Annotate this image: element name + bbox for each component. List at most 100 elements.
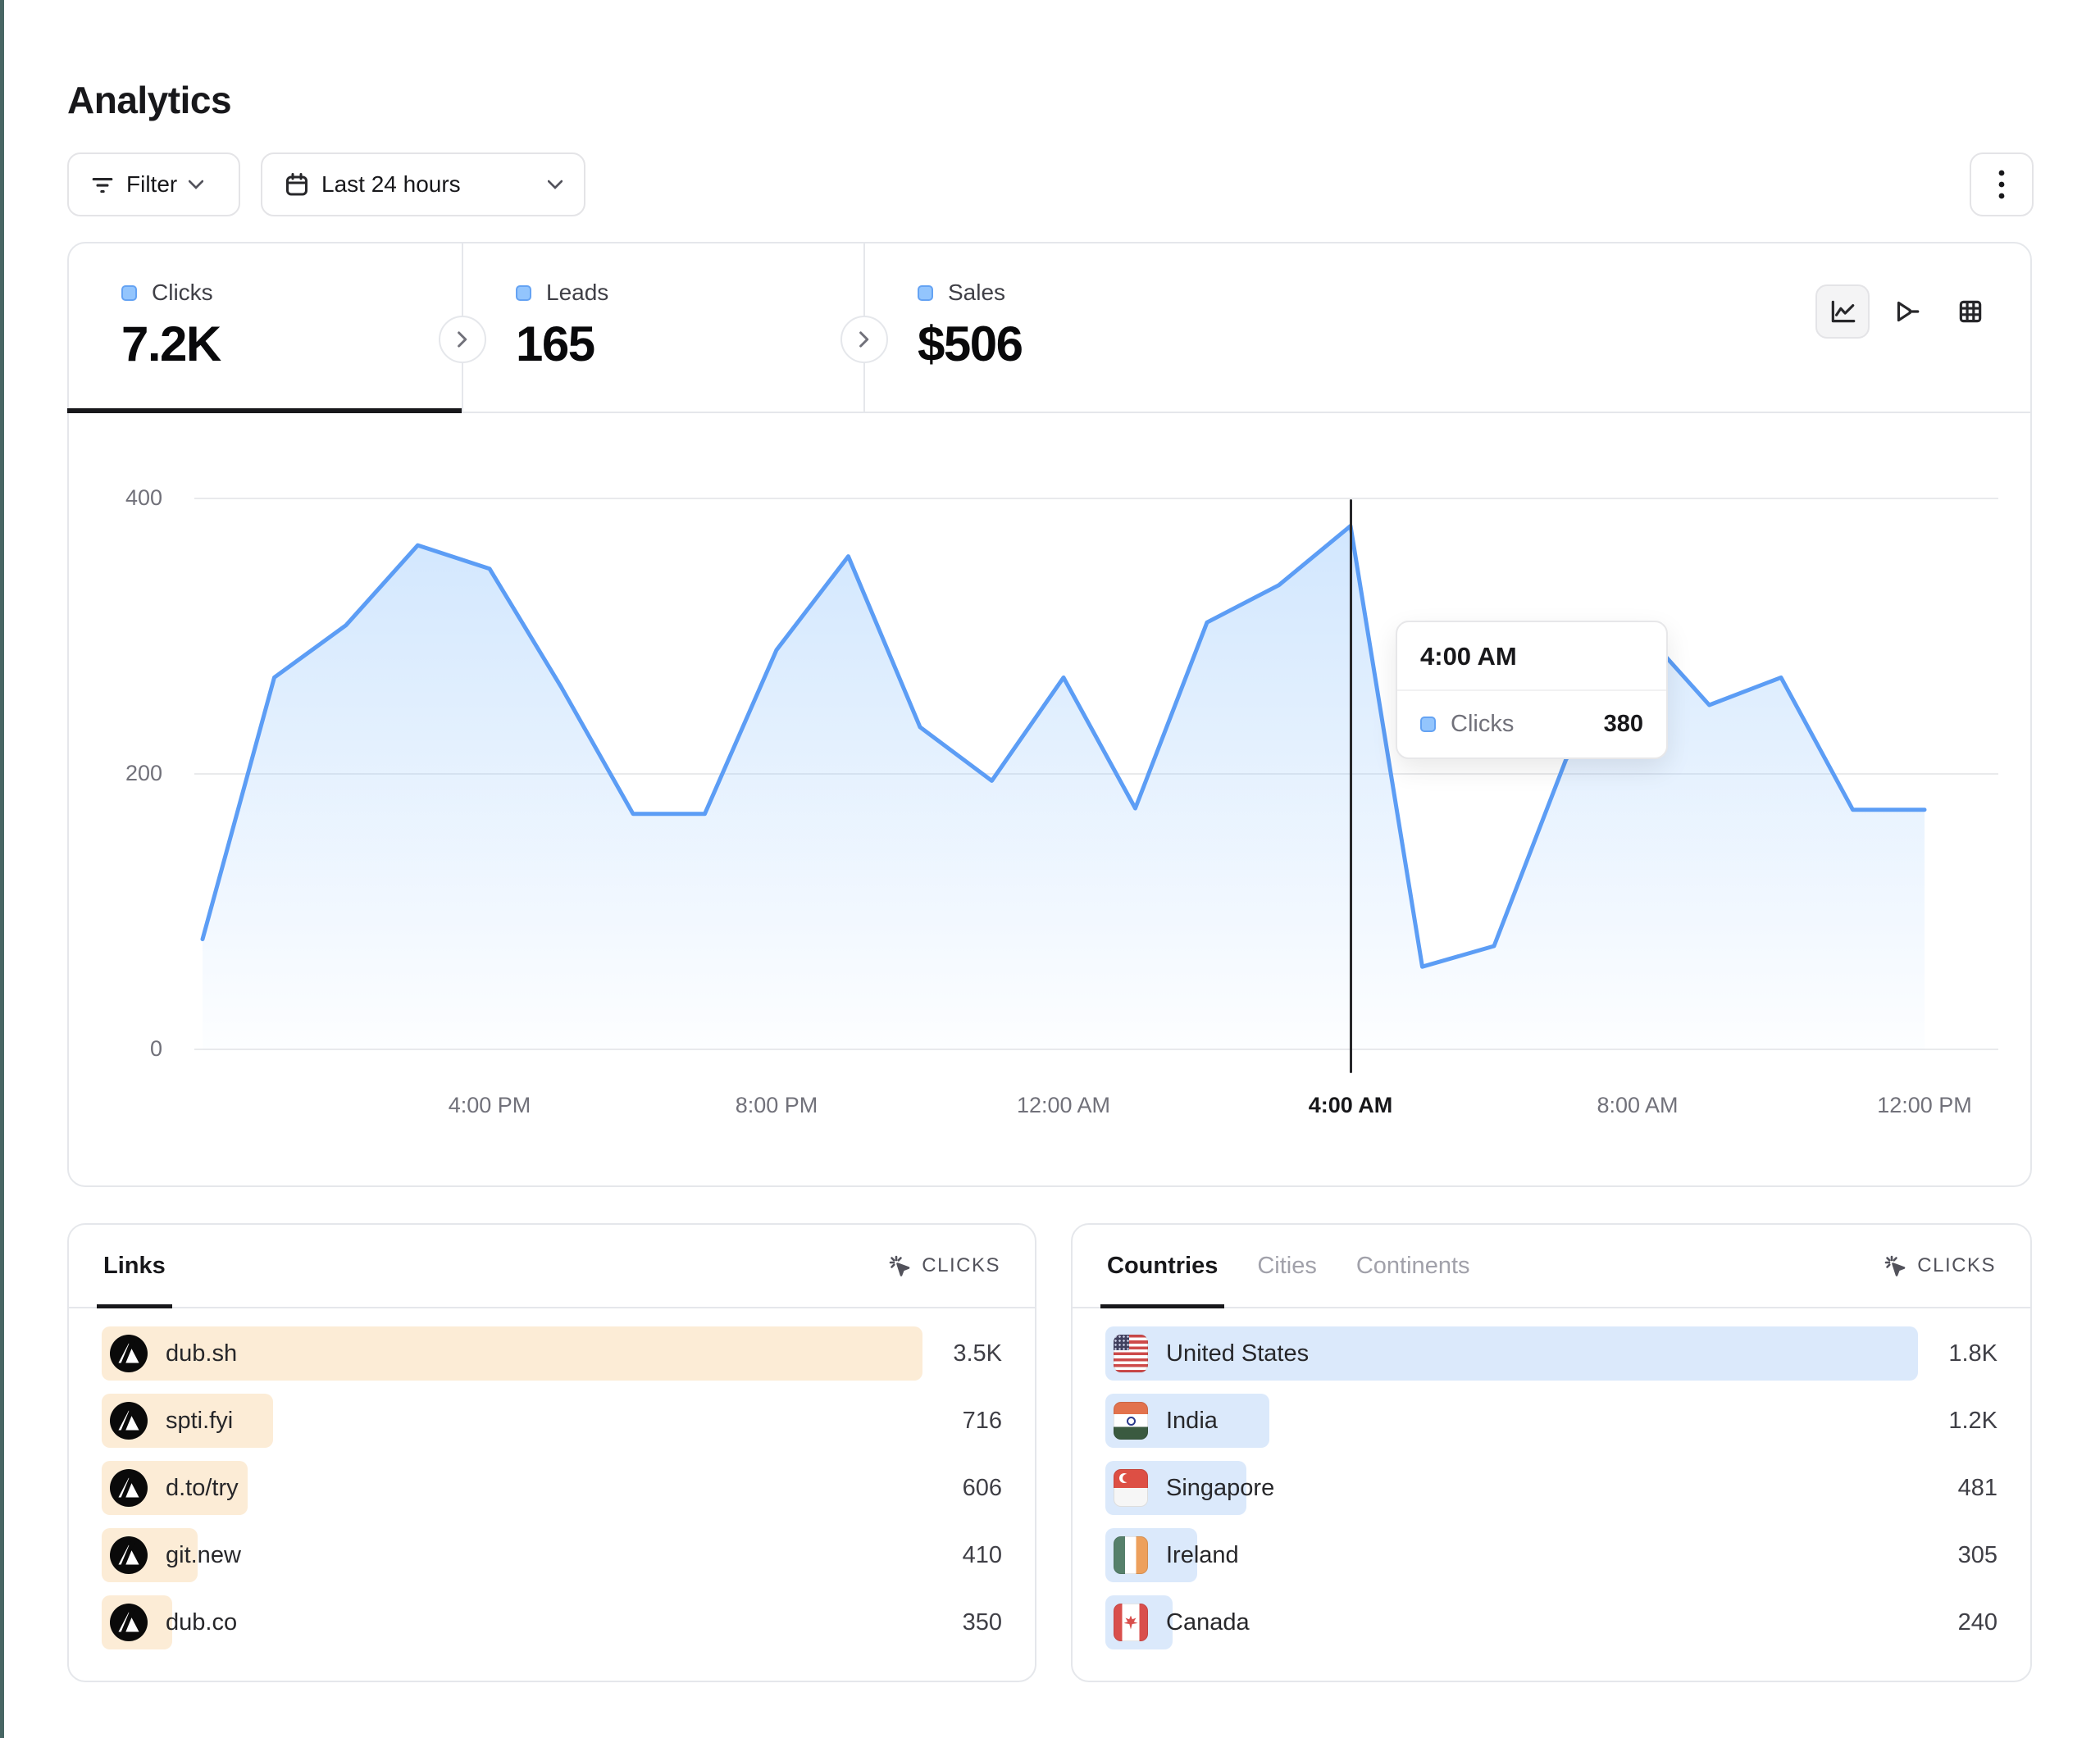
countries-panel: Countries Cities Continents CLICKS United … (1071, 1223, 2032, 1682)
tab-sales[interactable]: Sales $506 (865, 243, 1267, 412)
chevron-down-icon (548, 180, 563, 189)
kebab-menu-icon (1998, 169, 2006, 200)
tooltip-time: 4:00 AM (1397, 622, 1666, 691)
stat-step-button[interactable] (840, 316, 888, 363)
cursor-click-icon (1883, 1253, 1907, 1278)
country-value: 1.8K (1948, 1340, 1998, 1367)
country-label: Singapore (1166, 1474, 1275, 1501)
link-row[interactable]: d.to/try 606 (102, 1461, 1002, 1515)
sales-tab-label: Sales (948, 280, 1006, 305)
link-label: d.to/try (166, 1474, 239, 1501)
dub-logo-icon (110, 1604, 148, 1641)
countries-panel-header: Countries Cities Continents CLICKS (1073, 1225, 2030, 1308)
tab-countries[interactable]: Countries (1100, 1225, 1225, 1308)
tab-leads[interactable]: Leads 165 (463, 243, 888, 412)
leads-tab-label: Leads (546, 280, 609, 305)
country-bar (1105, 1326, 1919, 1381)
y-tick-label: 200 (125, 761, 162, 785)
country-label: Canada (1166, 1608, 1250, 1636)
cursor-click-icon (887, 1253, 912, 1278)
link-label: spti.fyi (166, 1407, 234, 1434)
more-options-button[interactable] (1970, 152, 2034, 216)
x-tick-label: 4:00 PM (448, 1093, 531, 1117)
flag-icon-in (1114, 1402, 1148, 1440)
country-label: India (1166, 1407, 1218, 1434)
filter-button-label: Filter (126, 171, 178, 197)
tooltip-legend-square (1420, 717, 1436, 732)
filter-button[interactable]: Filter (67, 152, 240, 216)
link-row[interactable]: git.new 410 (102, 1528, 1002, 1582)
line-chart-toggle[interactable] (1815, 284, 1870, 339)
link-bar (102, 1326, 923, 1381)
countries-tabs: Countries Cities Continents (1100, 1225, 1470, 1308)
links-metric[interactable]: CLICKS (887, 1225, 1000, 1307)
x-tick-label: 8:00 PM (735, 1093, 818, 1117)
sales-tab-value: $506 (918, 316, 1023, 371)
flag-icon-us (1114, 1335, 1148, 1372)
link-row[interactable]: dub.sh 3.5K (102, 1326, 1002, 1381)
date-range-button[interactable]: Last 24 hours (261, 152, 585, 216)
country-value: 305 (1957, 1542, 1998, 1568)
tab-clicks[interactable]: Clicks 7.2K (67, 243, 486, 413)
country-row[interactable]: India 1.2K (1105, 1394, 1998, 1448)
x-tick-label: 4:00 AM (1308, 1093, 1393, 1117)
sales-legend-square (918, 284, 933, 301)
tooltip-series-label: Clicks (1451, 711, 1515, 737)
link-row[interactable]: spti.fyi 716 (102, 1394, 1002, 1448)
page-title: Analytics (67, 78, 232, 121)
page-edge-strip (0, 0, 4, 1738)
link-value: 3.5K (953, 1340, 1002, 1367)
country-row[interactable]: Ireland 305 (1105, 1528, 1998, 1582)
chart-hover-line (1350, 499, 1352, 1073)
funnel-chart-toggle[interactable] (1879, 284, 1934, 339)
clicks-legend-square (121, 284, 137, 301)
stats-tabs-row: Clicks 7.2K Leads 165 (67, 243, 2030, 413)
analytics-card: Clicks 7.2K Leads 165 (67, 242, 2032, 1187)
country-value: 481 (1957, 1475, 1998, 1501)
dub-logo-icon (110, 1335, 148, 1372)
link-label: git.new (166, 1541, 241, 1568)
flag-icon-sg (1114, 1469, 1148, 1507)
y-tick-label: 0 (149, 1036, 162, 1061)
table-view-toggle[interactable] (1943, 284, 1998, 339)
countries-metric[interactable]: CLICKS (1883, 1225, 1996, 1307)
countries-list: United States 1.8K India 1.2K Singapore 481 Ir… (1105, 1326, 1998, 1663)
chart-tooltip: 4:00 AM Clicks 380 (1396, 621, 1668, 759)
clicks-tab-label: Clicks (152, 280, 213, 305)
leads-legend-square (516, 284, 531, 301)
link-value: 716 (962, 1408, 1002, 1434)
country-label: Ireland (1166, 1541, 1239, 1568)
flag-icon-ca (1114, 1604, 1148, 1641)
chevron-down-icon (189, 180, 204, 189)
tab-cities[interactable]: Cities (1257, 1252, 1317, 1279)
country-row[interactable]: Singapore 481 (1105, 1461, 1998, 1515)
date-range-label: Last 24 hours (321, 171, 461, 197)
x-tick-label: 8:00 AM (1597, 1093, 1679, 1117)
country-value: 1.2K (1948, 1408, 1998, 1434)
tab-continents[interactable]: Continents (1355, 1252, 1470, 1279)
link-value: 410 (962, 1542, 1002, 1568)
clicks-area-chart[interactable] (194, 490, 1998, 1056)
link-row[interactable]: dub.co 350 (102, 1595, 1002, 1649)
link-label: dub.co (166, 1608, 238, 1636)
links-panel: Links CLICKS dub.sh 3.5K spti.fyi 716 d.to/t… (67, 1223, 1036, 1682)
country-row[interactable]: United States 1.8K (1105, 1326, 1998, 1381)
x-tick-label: 12:00 PM (1877, 1093, 1972, 1117)
funnel-icon (1892, 297, 1921, 326)
links-list: dub.sh 3.5K spti.fyi 716 d.to/try 606 git.new 4… (102, 1326, 1002, 1663)
link-label: dub.sh (166, 1340, 238, 1367)
x-tick-label: 12:00 AM (1016, 1093, 1111, 1117)
dub-logo-icon (110, 1469, 148, 1507)
dub-logo-icon (110, 1536, 148, 1574)
filter-icon (90, 172, 115, 197)
links-panel-header: Links CLICKS (69, 1225, 1035, 1308)
country-value: 240 (1957, 1609, 1998, 1636)
calendar-icon (284, 171, 310, 198)
leads-tab-value: 165 (516, 316, 595, 371)
tooltip-value: 380 (1603, 711, 1643, 737)
line-chart-icon (1828, 297, 1857, 326)
stat-step-button[interactable] (439, 316, 486, 363)
tab-links[interactable]: Links (97, 1225, 172, 1308)
country-row[interactable]: Canada 240 (1105, 1595, 1998, 1649)
link-value: 350 (962, 1609, 1002, 1636)
